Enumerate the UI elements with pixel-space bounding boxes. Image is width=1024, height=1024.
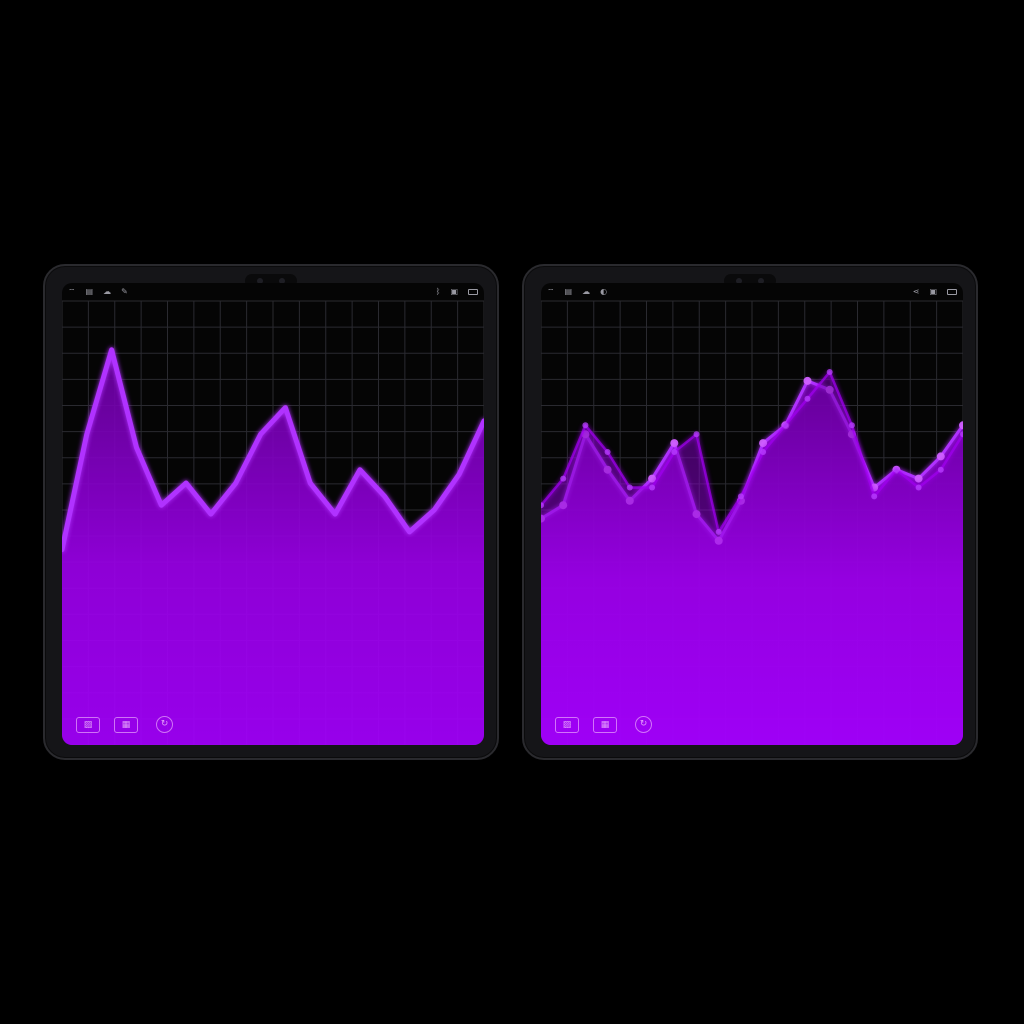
status-left: ⌔ ▤ ☁ ✎ (68, 288, 128, 296)
data-point (803, 376, 812, 385)
cloud-icon: ☁ (103, 287, 112, 296)
series-line-0 (62, 347, 484, 553)
data-point (560, 475, 567, 482)
bottom-toolbar: ▨ ▦ ↻ (555, 716, 652, 733)
area-chart-right (541, 300, 963, 745)
data-point (671, 449, 678, 455)
copy-icon: ▣ (929, 287, 937, 296)
cloud-icon: ☁ (582, 287, 591, 296)
data-point (937, 466, 944, 473)
data-point (871, 493, 878, 500)
signal-icon: ▤ (85, 287, 94, 296)
refresh-icon[interactable]: ↻ (635, 716, 652, 733)
data-point (693, 431, 700, 438)
signal-icon: ▤ (564, 287, 573, 296)
data-point (804, 395, 811, 402)
data-point (541, 502, 544, 509)
tablet-screen: ⌔ ▤ ☁ ✎ ᛒ ▣ ▨ ▦ ↻ (62, 283, 484, 745)
data-point (759, 439, 768, 448)
status-left: ⌔ ▤ ☁ ◐ (547, 288, 607, 296)
wifi-icon: ⌔ (68, 287, 76, 296)
data-point (648, 474, 657, 483)
series-area-0 (62, 349, 484, 745)
data-point (626, 484, 633, 491)
series-line-1 (541, 370, 963, 534)
area-chart-left (62, 300, 484, 745)
data-point (914, 474, 923, 483)
status-right: ⋖ ▣ (913, 288, 957, 296)
data-point (936, 452, 945, 461)
tablet-left: ⌔ ▤ ☁ ✎ ᛒ ▣ ▨ ▦ ↻ (43, 264, 499, 760)
data-point (604, 449, 611, 455)
tablet-screen: ⌔ ▤ ☁ ◐ ⋖ ▣ ▨ ▦ ↻ (541, 283, 963, 745)
data-point (915, 484, 922, 491)
data-point (715, 528, 722, 535)
status-right: ᛒ ▣ (436, 288, 478, 296)
data-point (848, 422, 855, 429)
data-point (760, 449, 767, 455)
data-point (893, 466, 900, 473)
data-point (826, 369, 833, 375)
data-point (582, 422, 589, 429)
data-point (737, 493, 744, 500)
data-point (960, 431, 963, 438)
battery-icon (947, 289, 957, 295)
edit-icon: ✎ (121, 287, 128, 296)
battery-icon (468, 289, 478, 295)
refresh-icon[interactable]: ↻ (156, 716, 173, 733)
status-bar: ⌔ ▤ ☁ ✎ ᛒ ▣ (62, 283, 484, 301)
bluetooth-icon: ᛒ (435, 287, 441, 296)
data-point (670, 439, 679, 448)
status-bar: ⌔ ▤ ☁ ◐ ⋖ ▣ (541, 283, 963, 301)
calendar-icon[interactable]: ▦ (593, 716, 617, 733)
image-icon[interactable]: ▨ (555, 716, 579, 733)
data-point (649, 484, 656, 491)
data-point (959, 421, 963, 430)
calendar-icon[interactable]: ▦ (114, 716, 138, 733)
share-icon: ⋖ (912, 287, 920, 296)
data-point (782, 422, 789, 429)
bottom-toolbar: ▨ ▦ ↻ (76, 716, 173, 733)
tablet-right: ⌔ ▤ ☁ ◐ ⋖ ▣ ▨ ▦ ↻ (522, 264, 978, 760)
sync-icon: ◐ (600, 287, 608, 296)
series-area-1 (541, 372, 963, 745)
copy-icon: ▣ (450, 287, 458, 296)
wifi-icon: ⌔ (547, 287, 555, 296)
image-icon[interactable]: ▨ (76, 716, 100, 733)
